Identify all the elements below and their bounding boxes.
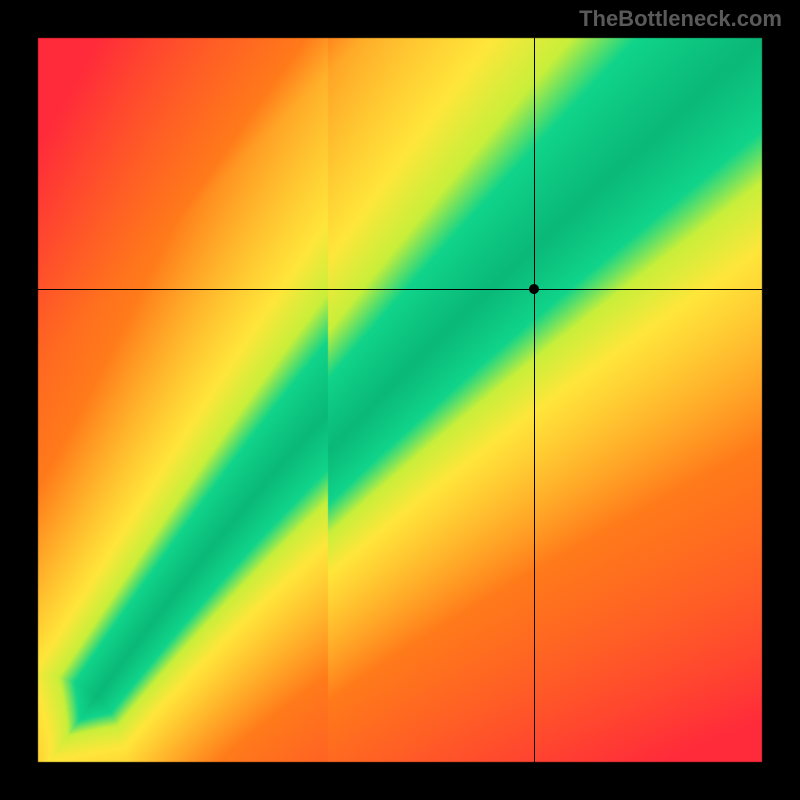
crosshair-horizontal — [38, 289, 762, 290]
watermark-label: TheBottleneck.com — [579, 6, 782, 32]
chart-container: TheBottleneck.com — [0, 0, 800, 800]
crosshair-marker-dot — [529, 284, 539, 294]
bottleneck-heatmap — [0, 0, 800, 800]
crosshair-vertical — [534, 38, 535, 762]
